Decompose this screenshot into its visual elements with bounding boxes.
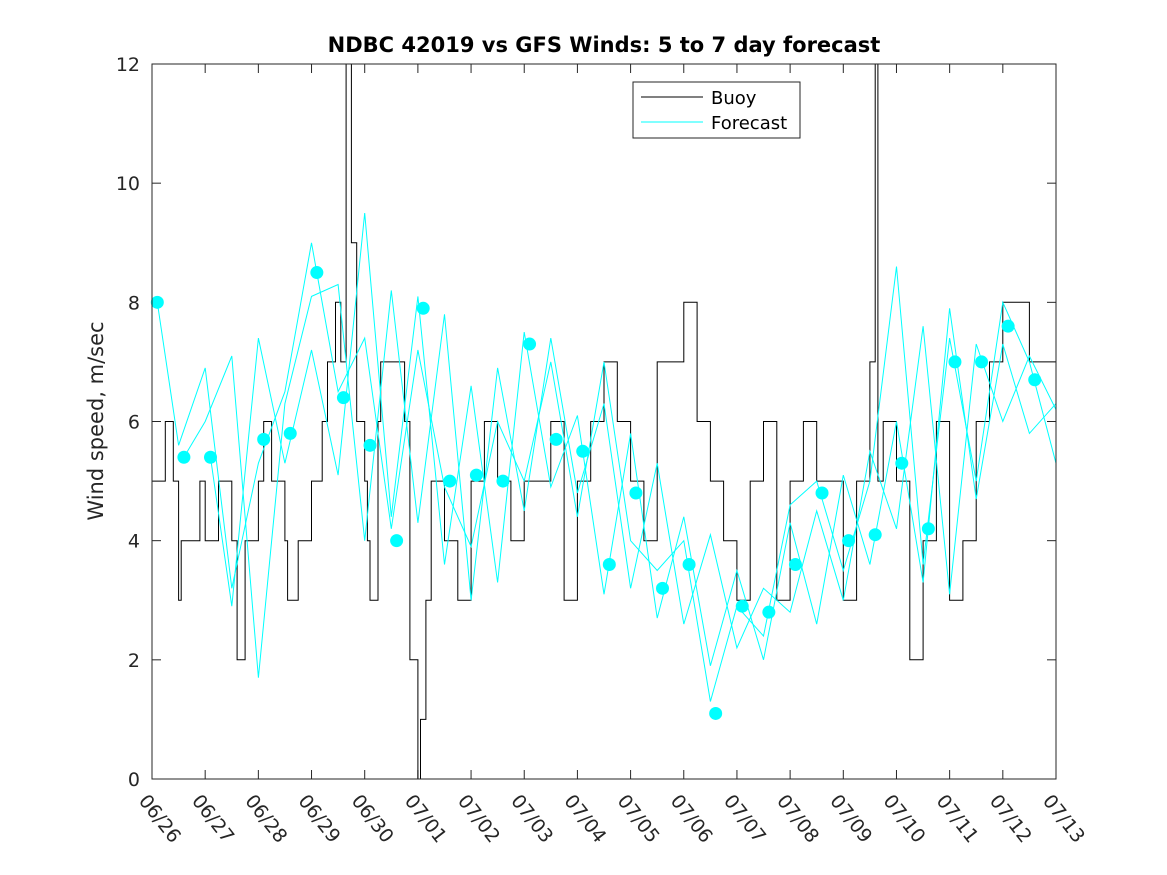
forecast-point: [443, 474, 457, 488]
forecast-point: [788, 558, 802, 571]
forecast-point: [150, 295, 164, 309]
forecast-point: [921, 522, 935, 536]
forecast-point: [735, 599, 749, 613]
forecast-point: [868, 528, 882, 542]
forecast-series-line: [210, 212, 1057, 666]
forecast-point: [815, 486, 829, 500]
forecast-point: [257, 432, 271, 446]
y-axis-label: Wind speed, m/sec: [84, 321, 108, 520]
forecast-point: [496, 474, 510, 488]
y-tick-label: 12: [116, 54, 140, 76]
forecast-point: [416, 301, 430, 315]
legend-forecast-label: Forecast: [711, 113, 787, 134]
y-tick-label: 6: [128, 412, 140, 434]
forecast-point: [523, 337, 537, 351]
plot-frame: [151, 63, 1057, 780]
forecast-point: [203, 450, 217, 464]
forecast-point: [549, 432, 563, 446]
forecast-point: [682, 558, 696, 571]
forecast-point: [655, 581, 669, 595]
forecast-point: [602, 558, 616, 571]
y-tick-label: 2: [128, 650, 140, 672]
forecast-point: [842, 534, 856, 548]
forecast-point: [390, 534, 404, 548]
forecast-point: [895, 456, 909, 470]
forecast-point: [709, 706, 723, 720]
forecast-point: [469, 468, 483, 482]
forecast-point: [177, 450, 191, 464]
forecast-point: [629, 486, 643, 500]
y-tick-label: 8: [128, 292, 140, 314]
forecast-point: [283, 426, 297, 440]
forecast-series-line: [156, 242, 1057, 702]
forecast-point: [975, 355, 989, 369]
legend-box: [632, 81, 801, 139]
y-tick-label: 4: [128, 531, 140, 553]
y-tick-label: 10: [116, 173, 140, 195]
forecast-point: [336, 391, 350, 405]
legend: Buoy Forecast: [632, 81, 801, 139]
forecast-point: [363, 438, 377, 452]
legend-buoy-label: Buoy: [711, 88, 757, 109]
forecast-point: [1028, 373, 1042, 387]
forecast-point: [310, 266, 324, 280]
forecast-series-line: [183, 283, 1057, 678]
forecast-point: [948, 355, 962, 369]
y-tick-label: 0: [128, 769, 140, 791]
forecast-point: [576, 444, 590, 458]
forecast-point: [762, 605, 776, 619]
forecast-point: [1001, 319, 1015, 333]
chart-title: NDBC 42019 vs GFS Winds: 5 to 7 day fore…: [328, 33, 881, 57]
